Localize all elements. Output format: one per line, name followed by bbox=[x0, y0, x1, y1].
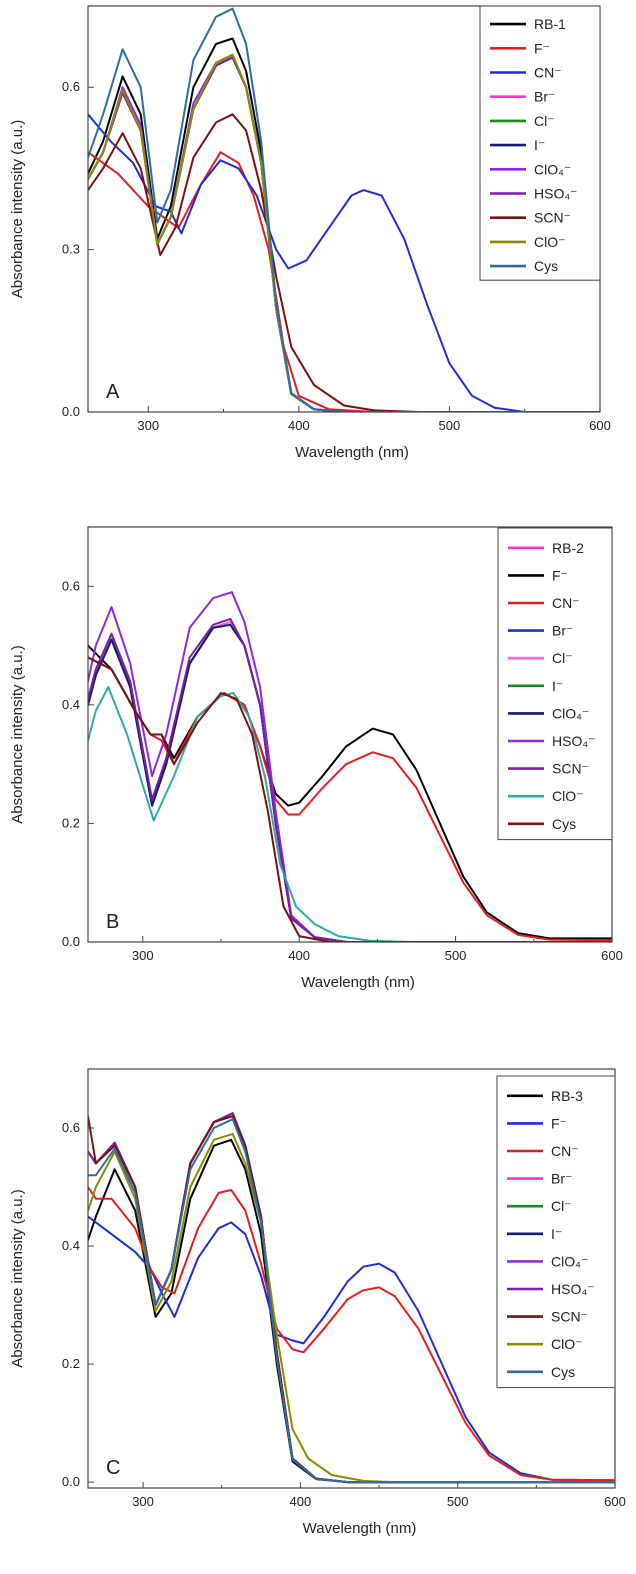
legend-label: Cys bbox=[551, 1364, 575, 1380]
legend-label: CN⁻ bbox=[551, 1143, 579, 1159]
series-line-11 bbox=[88, 1118, 615, 1484]
legend-label: Br⁻ bbox=[551, 1171, 572, 1187]
x-axis-title: Wavelength (nm) bbox=[301, 974, 415, 991]
y-axis-title: Absorbance intensity (a.u.) bbox=[9, 645, 26, 823]
y-tick-label: 0.2 bbox=[62, 815, 80, 830]
x-tick-label: 500 bbox=[447, 1494, 469, 1509]
x-tick-label: 600 bbox=[604, 1494, 626, 1509]
series-line-10 bbox=[88, 686, 612, 942]
x-tick-label: 300 bbox=[132, 1494, 154, 1509]
legend-label: ClO⁻ bbox=[534, 234, 566, 250]
series-line-9 bbox=[88, 617, 612, 942]
series-group bbox=[88, 591, 612, 942]
legend-box bbox=[496, 1075, 616, 1389]
legend-label: RB-2 bbox=[552, 540, 584, 556]
legend-label: SCN⁻ bbox=[534, 210, 571, 226]
legend-box bbox=[497, 527, 613, 841]
legend-label: ClO₄⁻ bbox=[534, 161, 571, 177]
x-tick-label: 300 bbox=[132, 948, 154, 963]
series-group bbox=[88, 1112, 615, 1484]
legend-label: ClO⁻ bbox=[551, 1336, 583, 1352]
series-line-9 bbox=[88, 113, 600, 412]
y-axis-title: Absorbance intensity (a.u.) bbox=[9, 120, 26, 298]
y-tick-label: 0.6 bbox=[62, 578, 80, 593]
x-tick-label: 300 bbox=[137, 418, 159, 433]
y-tick-label: 0.0 bbox=[62, 934, 80, 949]
series-line-11 bbox=[88, 7, 600, 412]
series-line-10 bbox=[88, 1132, 615, 1484]
legend-label: F⁻ bbox=[551, 1115, 567, 1131]
legend-label: ClO₄⁻ bbox=[552, 705, 589, 721]
legend-label: Br⁻ bbox=[552, 623, 573, 639]
y-tick-label: 0.6 bbox=[62, 1120, 80, 1135]
x-axis-title: Wavelength (nm) bbox=[295, 444, 409, 461]
legend-label: I⁻ bbox=[551, 1226, 562, 1242]
legend-label: HSO₄⁻ bbox=[552, 733, 595, 749]
y-tick-label: 0.4 bbox=[62, 1238, 80, 1253]
legend-label: RB-1 bbox=[534, 16, 566, 32]
legend-label: CN⁻ bbox=[552, 595, 580, 611]
panel-label: B bbox=[106, 911, 119, 933]
legend-label: ClO⁻ bbox=[552, 788, 584, 804]
legend-label: F⁻ bbox=[534, 40, 550, 56]
legend-label: CN⁻ bbox=[534, 65, 562, 81]
series-line-3 bbox=[88, 656, 612, 942]
x-tick-label: 400 bbox=[288, 418, 310, 433]
panel-label: C bbox=[106, 1457, 120, 1479]
legend-label: SCN⁻ bbox=[552, 761, 589, 777]
legend-label: RB-3 bbox=[551, 1088, 583, 1104]
x-tick-label: 400 bbox=[290, 1494, 312, 1509]
y-tick-label: 0.0 bbox=[62, 1474, 80, 1489]
chart-panel-c: 300 400 500 600 0.0 0.2 0.4 0.6 Wavelength (nm) A… bbox=[9, 1068, 626, 1537]
legend-label: Cl⁻ bbox=[552, 650, 573, 666]
chart-panel-a: 300 400 500 600 0.0 0.3 0.6 Wavelength (nm) Abso… bbox=[9, 5, 611, 461]
legend-label: HSO₄⁻ bbox=[551, 1281, 594, 1297]
panel-label: A bbox=[106, 381, 120, 403]
y-tick-label: 0.0 bbox=[62, 404, 80, 419]
y-axis-title: Absorbance intensity (a.u.) bbox=[9, 1189, 26, 1367]
series-line-3 bbox=[88, 113, 600, 412]
series-group bbox=[88, 7, 600, 412]
chart-panel-b: 300 400 500 600 0.0 0.2 0.4 0.6 Wavelength (nm) A… bbox=[9, 526, 623, 991]
y-tick-label: 0.4 bbox=[62, 697, 80, 712]
series-line-3 bbox=[88, 1186, 615, 1482]
x-tick-label: 500 bbox=[439, 418, 461, 433]
y-tick-label: 0.3 bbox=[62, 242, 80, 257]
y-tick-label: 0.2 bbox=[62, 1356, 80, 1371]
legend-label: ClO₄⁻ bbox=[551, 1253, 588, 1269]
legend-label: Cys bbox=[552, 816, 576, 832]
legend-box bbox=[479, 5, 601, 281]
x-tick-label: 600 bbox=[589, 418, 611, 433]
series-line-11 bbox=[88, 656, 612, 942]
legend-label: SCN⁻ bbox=[551, 1309, 588, 1325]
x-tick-label: 500 bbox=[445, 948, 467, 963]
legend-label: F⁻ bbox=[552, 567, 568, 583]
legend: RB-2 F⁻ CN⁻ Br⁻ Cl⁻ I⁻ ClO₄⁻ HSO₄⁻ SCN⁻ ClO⁻ Cys bbox=[497, 527, 613, 841]
legend-label: HSO₄⁻ bbox=[534, 186, 577, 202]
y-tick-label: 0.6 bbox=[62, 79, 80, 94]
legend-label: I⁻ bbox=[552, 678, 563, 694]
x-tick-label: 600 bbox=[601, 948, 623, 963]
legend: RB-3 F⁻ CN⁻ Br⁻ Cl⁻ I⁻ ClO₄⁻ HSO₄⁻ SCN⁻ ClO⁻ Cys bbox=[496, 1075, 616, 1389]
legend-label: I⁻ bbox=[534, 137, 545, 153]
legend-label: Cys bbox=[534, 258, 558, 274]
legend-label: Cl⁻ bbox=[534, 113, 555, 129]
legend-label: Br⁻ bbox=[534, 89, 555, 105]
x-tick-label: 400 bbox=[288, 948, 310, 963]
x-axis-title: Wavelength (nm) bbox=[303, 1520, 417, 1537]
legend: RB-1 F⁻ CN⁻ Br⁻ Cl⁻ I⁻ ClO₄⁻ HSO₄⁻ SCN⁻ ClO⁻ Cys bbox=[479, 5, 601, 281]
legend-label: Cl⁻ bbox=[551, 1198, 572, 1214]
